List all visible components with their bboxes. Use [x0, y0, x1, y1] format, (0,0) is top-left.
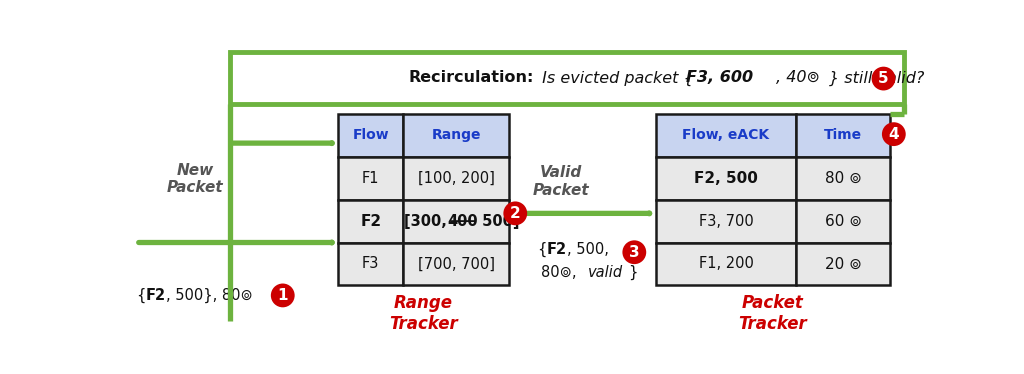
Text: 400: 400 [447, 214, 477, 229]
Bar [655, 157, 797, 200]
Bar [338, 114, 403, 157]
Bar [797, 157, 890, 200]
Text: F1: F1 [361, 171, 380, 186]
Text: F3: F3 [362, 257, 380, 272]
Bar [655, 242, 797, 285]
Text: {: { [537, 242, 546, 257]
Bar [403, 242, 509, 285]
Bar [338, 157, 403, 200]
Text: F2: F2 [546, 242, 566, 257]
Text: Is evicted packet {: Is evicted packet { [537, 70, 693, 86]
Bar [338, 242, 403, 285]
Text: 500]: 500] [476, 214, 519, 229]
Text: Range
Tracker: Range Tracker [389, 294, 458, 333]
Text: Range: Range [431, 128, 481, 142]
Text: , 500}, 80⊚: , 500}, 80⊚ [166, 288, 253, 303]
Text: [300,: [300, [404, 214, 452, 229]
Bar [797, 114, 890, 157]
Bar [403, 157, 509, 200]
Text: Flow, eACK: Flow, eACK [682, 128, 770, 142]
Text: Packet
Tracker: Packet Tracker [738, 294, 807, 333]
Text: [700, 700]: [700, 700] [418, 257, 495, 272]
Bar [797, 242, 890, 285]
Text: F2, 500: F2, 500 [694, 171, 758, 186]
Text: 2: 2 [510, 206, 520, 221]
Text: }: } [628, 265, 637, 280]
Text: F3, 600: F3, 600 [686, 70, 753, 86]
Text: valid: valid [588, 265, 624, 280]
Text: Recirculation:: Recirculation: [409, 70, 534, 86]
Text: F2: F2 [145, 288, 166, 303]
Text: 80⊚,: 80⊚, [541, 265, 581, 280]
Text: 3: 3 [629, 245, 640, 260]
Text: F2: F2 [360, 214, 381, 229]
Text: 5: 5 [879, 71, 889, 86]
Text: 4: 4 [889, 127, 899, 142]
Text: Flow: Flow [352, 128, 389, 142]
Text: New
Packet: New Packet [167, 163, 224, 195]
Text: Time: Time [824, 128, 862, 142]
Bar [403, 114, 509, 157]
Text: , 40⊚: , 40⊚ [775, 70, 819, 86]
Text: Valid
Packet: Valid Packet [532, 165, 589, 198]
Bar [403, 200, 509, 242]
Text: [100, 200]: [100, 200] [418, 171, 495, 186]
Bar [655, 200, 797, 242]
Bar [338, 200, 403, 242]
Text: 80 ⊚: 80 ⊚ [824, 171, 861, 186]
Text: F3, 700: F3, 700 [698, 214, 754, 229]
Text: F1, 200: F1, 200 [698, 257, 754, 272]
Text: } still valid?: } still valid? [828, 70, 924, 86]
Text: 60 ⊚: 60 ⊚ [824, 214, 861, 229]
Text: 1: 1 [278, 288, 288, 303]
Bar [797, 200, 890, 242]
Bar [229, 52, 904, 104]
Text: {: { [136, 288, 145, 303]
Text: , 500,: , 500, [567, 242, 608, 257]
Text: 20 ⊚: 20 ⊚ [824, 257, 861, 272]
Bar [655, 114, 797, 157]
